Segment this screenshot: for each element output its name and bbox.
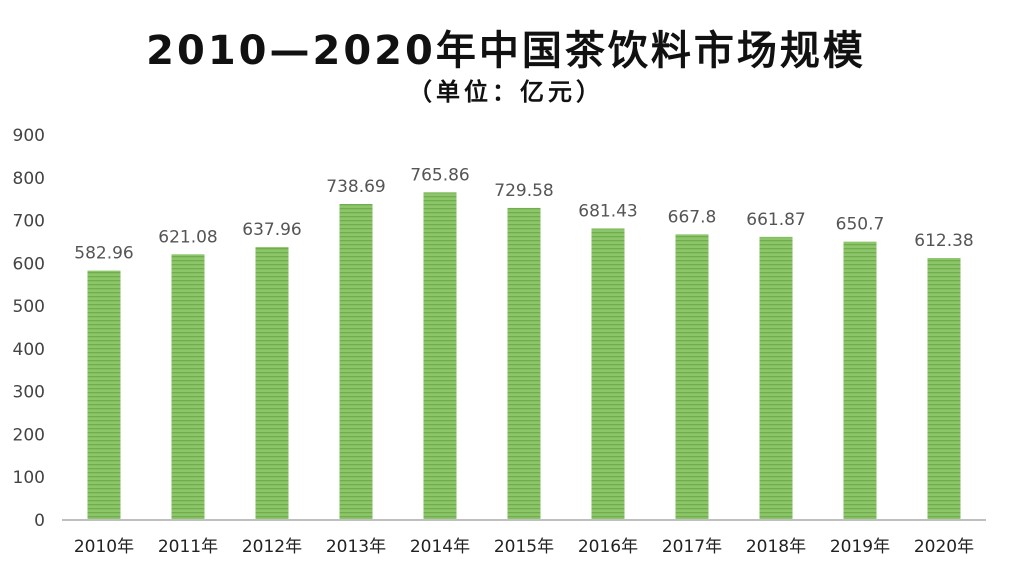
bar — [843, 241, 877, 520]
bar — [759, 236, 793, 520]
y-tick-label: 500 — [13, 297, 45, 317]
y-tick-label: 0 — [34, 511, 45, 531]
bar-value-label: 765.86 — [410, 165, 469, 185]
y-tick-label: 800 — [13, 169, 45, 189]
bar — [255, 247, 289, 520]
value-labels: 582.96 621.08 637.96 738.69 765.86 729.58 681.… — [74, 165, 973, 263]
bar-value-label: 661.87 — [746, 210, 805, 230]
y-tick-label: 900 — [13, 126, 45, 146]
x-tick-label: 2012年 — [242, 537, 302, 557]
x-tick-label: 2017年 — [662, 537, 722, 557]
x-tick-label: 2020年 — [914, 537, 974, 557]
x-tick-label: 2015年 — [494, 537, 554, 557]
y-tick-label: 700 — [13, 212, 45, 232]
y-tick-label: 300 — [13, 383, 45, 403]
chart-subtitle: （单位：亿元） — [408, 78, 604, 106]
x-tick-label: 2018年 — [746, 537, 806, 557]
bar-value-label: 738.69 — [326, 177, 385, 197]
bar — [507, 207, 541, 520]
x-tick-label: 2010年 — [74, 537, 134, 557]
y-tick-label: 100 — [13, 468, 45, 488]
bar-value-label: 621.08 — [158, 227, 217, 247]
chart-title: 2010—2020年中国茶饮料市场规模 — [146, 28, 866, 74]
bar — [675, 234, 709, 520]
y-tick-label: 600 — [13, 254, 45, 274]
bar-value-label: 637.96 — [242, 220, 301, 240]
bar-value-label: 612.38 — [914, 231, 973, 251]
x-tick-label: 2016年 — [578, 537, 638, 557]
bar — [171, 254, 205, 520]
y-tick-label: 200 — [13, 425, 45, 445]
bar — [87, 270, 121, 520]
y-tick-label: 400 — [13, 340, 45, 360]
bar — [339, 204, 373, 520]
bar-value-label: 582.96 — [74, 244, 133, 264]
bar — [591, 228, 625, 520]
x-tick-label: 2014年 — [410, 537, 470, 557]
bar-value-label: 681.43 — [578, 202, 637, 222]
bar — [423, 192, 457, 520]
bar-value-label: 729.58 — [494, 181, 553, 201]
x-tick-label: 2011年 — [158, 537, 218, 557]
y-axis-labels: 0 100 200 300 400 500 600 700 800 900 — [13, 126, 45, 531]
bar-value-label: 650.7 — [836, 215, 885, 235]
x-tick-label: 2013年 — [326, 537, 386, 557]
bars-group — [87, 192, 961, 520]
x-tick-label: 2019年 — [830, 537, 890, 557]
x-axis-labels: 2010年 2011年 2012年 2013年 2014年 2015年 2016年 2017年… — [74, 537, 974, 557]
bar — [927, 258, 961, 520]
bar-value-label: 667.8 — [668, 207, 717, 227]
